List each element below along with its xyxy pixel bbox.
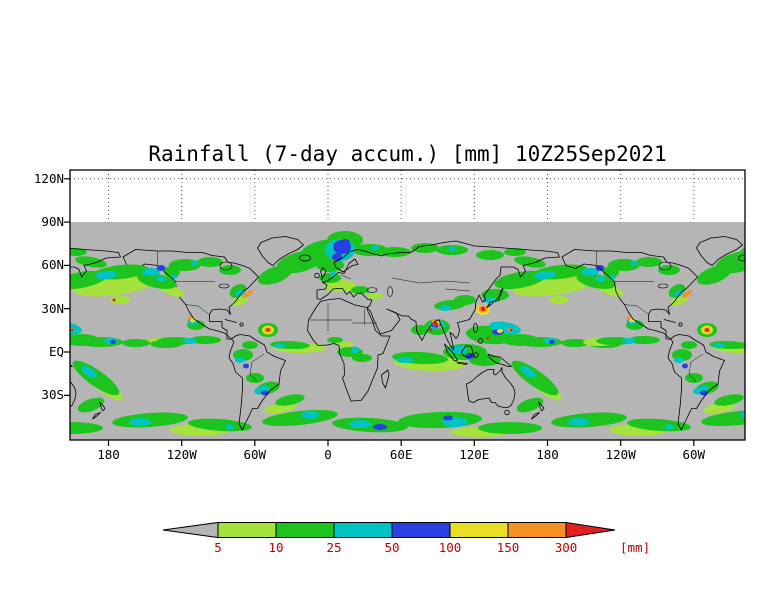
colorbar-segment-10-25 (275, 522, 335, 538)
latlon-gridlines (70, 170, 745, 222)
plot-frame (69, 169, 746, 441)
colorbar-tick-label-150: 150 (496, 540, 520, 555)
x-axis-label-180b: 180 (536, 447, 559, 462)
colorbar-tick-label-50: 50 (384, 540, 400, 555)
colorbar-segment-50-100 (391, 522, 451, 538)
colorbar-tick-label-100: 100 (438, 540, 462, 555)
y-axis-label-30n: 30N (41, 301, 64, 316)
colorbar-tick-label-25: 25 (326, 540, 342, 555)
colorbar-segment-100-150 (449, 522, 509, 538)
y-axis-label-30s: 30S (41, 387, 64, 402)
x-axis-label-180a: 180 (97, 447, 120, 462)
y-axis-label-eq: EQ (48, 344, 64, 359)
colorbar (162, 521, 616, 539)
y-axis-label-60n: 60N (41, 257, 64, 272)
y-axis-label-90n: 90N (41, 214, 64, 229)
map-shaded-region (70, 222, 745, 440)
colorbar-segment-5-10 (217, 522, 277, 538)
plot-title: Rainfall (7-day accum.) [mm] 10Z25Sep202… (148, 142, 667, 166)
colorbar-above-300-arrow (565, 521, 616, 539)
axis-ticks (64, 178, 695, 446)
colorbar-unit-label: [mm] (620, 540, 651, 555)
x-axis-label-60wa: 60W (243, 447, 267, 462)
colorbar-tick-label-300: 300 (554, 540, 578, 555)
x-axis-label-120wb: 120W (605, 447, 636, 462)
rain-shading-layer (110, 231, 624, 437)
x-axis-label-120wa: 120W (166, 447, 197, 462)
colorbar-tick-label-5: 5 (214, 540, 222, 555)
country-borders-layer (157, 251, 471, 383)
colorbar-segment-150-300 (507, 522, 567, 538)
colorbar-segment-25-50 (333, 522, 393, 538)
colorbar-below-5-arrow (162, 521, 219, 539)
y-axis-label-120n: 120N (33, 171, 64, 186)
lakes-seas-layer (218, 261, 393, 297)
x-axis-label-120e: 120E (459, 447, 490, 462)
x-axis-label-60wb: 60W (682, 447, 706, 462)
colorbar-tick-label-10: 10 (268, 540, 284, 555)
map-background (70, 222, 745, 440)
coastline-layer (122, 236, 560, 431)
x-axis-label-0: 0 (324, 447, 332, 462)
x-axis-label-60e: 60E (389, 447, 413, 462)
